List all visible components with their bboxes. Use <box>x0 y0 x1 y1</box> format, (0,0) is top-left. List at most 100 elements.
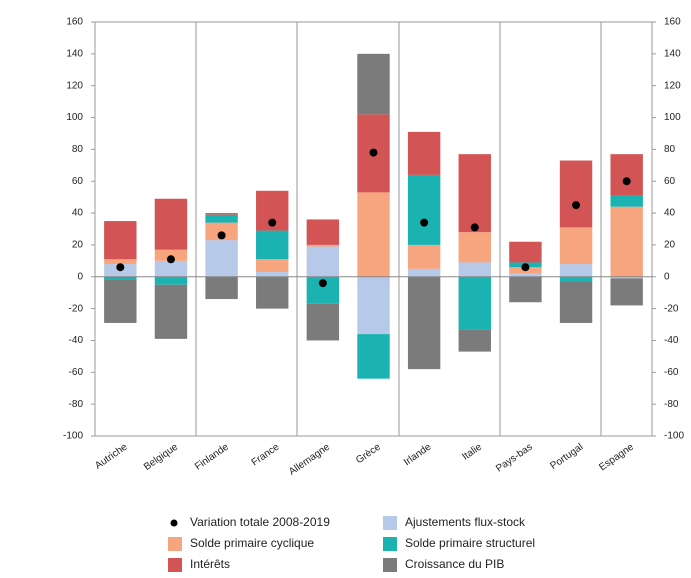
y2-tick-label: 140 <box>664 48 681 59</box>
legend-swatch <box>168 558 182 572</box>
bar-segment <box>256 276 289 309</box>
legend-label: Intérêts <box>190 557 230 571</box>
x-tick-label: Allemagne <box>287 441 332 477</box>
y2-tick-label: -80 <box>664 399 679 410</box>
y-tick-label: 40 <box>72 208 84 219</box>
bar-segment <box>407 268 441 277</box>
bar-segment <box>559 276 593 282</box>
total-dot <box>572 201 581 210</box>
total-dot <box>166 255 175 264</box>
bar-segment <box>610 154 643 196</box>
total-dot <box>116 263 125 272</box>
x-tick-label: Portugal <box>548 442 585 472</box>
y2-tick-label: -100 <box>664 431 684 442</box>
total-dot <box>521 263 530 272</box>
bar-segment <box>256 259 289 272</box>
y2-tick-label: 60 <box>664 176 676 187</box>
y2-tick-label: 40 <box>664 208 676 219</box>
bar-segment <box>610 278 643 306</box>
y2-tick-label: 160 <box>664 17 681 28</box>
y-tick-label: 80 <box>72 144 84 155</box>
bar-segment <box>610 276 643 279</box>
legend-label: Croissance du PIB <box>405 557 504 571</box>
legend-label: Solde primaire cyclique <box>190 536 314 550</box>
y-tick-label: 140 <box>66 48 83 59</box>
bar-segment <box>104 259 137 265</box>
legend-label: Variation totale 2008-2019 <box>190 515 330 529</box>
bar-segment <box>306 219 340 245</box>
bar-segment <box>357 192 390 277</box>
bar-segment <box>256 271 289 277</box>
bar-segment <box>256 230 289 260</box>
x-tick-label: Espagne <box>597 441 636 473</box>
x-tick-label: Pays-bas <box>494 442 534 475</box>
bar-segment <box>104 276 137 280</box>
bar-segment <box>205 214 238 223</box>
bar-segment <box>306 246 340 277</box>
y-tick-label: -80 <box>69 399 84 410</box>
legend-marker <box>170 519 178 527</box>
y2-tick-label: 20 <box>664 240 676 251</box>
y2-tick-label: -60 <box>664 367 679 378</box>
legend-swatch <box>383 558 397 572</box>
bar-segment <box>610 206 643 277</box>
bar-segment <box>104 279 137 323</box>
bar-segment <box>407 174 441 245</box>
bar-segment <box>154 260 188 277</box>
legend-label: Ajustements flux-stock <box>405 515 526 529</box>
y-tick-label: -20 <box>69 303 84 314</box>
bar-segment <box>154 198 188 250</box>
x-tick-label: France <box>250 441 282 468</box>
bar-segment <box>407 131 441 175</box>
bar-segment <box>205 276 238 300</box>
bar-segment <box>357 276 390 335</box>
bar-segment <box>407 276 441 370</box>
y2-tick-label: 120 <box>664 80 681 91</box>
bar-segment <box>610 195 643 207</box>
total-dot <box>622 177 631 186</box>
legend-label: Solde primaire structurel <box>405 536 535 550</box>
bar-segment <box>407 244 441 269</box>
total-dot <box>318 279 327 288</box>
x-tick-label: Grèce <box>354 441 383 466</box>
y-tick-label: 100 <box>66 112 83 123</box>
y-tick-label: 60 <box>72 176 84 187</box>
legend-swatch <box>168 537 182 551</box>
bar-segment <box>458 276 491 330</box>
bar-segment <box>357 53 390 115</box>
bar-segment <box>458 154 491 233</box>
total-dot <box>217 231 226 240</box>
bar-segment <box>104 221 137 260</box>
y-tick-label: 160 <box>66 17 83 28</box>
x-tick-label: Belgique <box>142 441 181 473</box>
y-tick-label: 20 <box>72 240 84 251</box>
y-tick-label: -60 <box>69 367 84 378</box>
legend-swatch <box>383 516 397 530</box>
bar-segment <box>154 284 188 339</box>
y-tick-label: 120 <box>66 80 83 91</box>
x-tick-label: Italie <box>460 441 484 462</box>
y2-tick-label: 80 <box>664 144 676 155</box>
bar-segment <box>458 232 491 263</box>
bar-segment <box>559 160 593 228</box>
bar-segment <box>458 329 491 352</box>
y-tick-label: -40 <box>69 335 84 346</box>
bar-segment <box>559 227 593 265</box>
bar-segment <box>205 213 238 215</box>
bar-segment <box>559 281 593 323</box>
x-tick-label: Irlande <box>402 441 434 468</box>
legend-swatch <box>383 537 397 551</box>
bar-segment <box>458 262 491 277</box>
bar-segment <box>509 241 542 263</box>
bar-segment <box>306 303 340 341</box>
total-dot <box>420 218 429 227</box>
frame <box>94 21 653 437</box>
y-tick-label: -100 <box>63 431 83 442</box>
bar-segment <box>357 334 390 379</box>
total-dot <box>268 218 277 227</box>
bar-segment <box>306 244 340 247</box>
total-dot <box>470 223 479 232</box>
total-dot <box>369 148 378 157</box>
y2-tick-label: 100 <box>664 112 681 123</box>
